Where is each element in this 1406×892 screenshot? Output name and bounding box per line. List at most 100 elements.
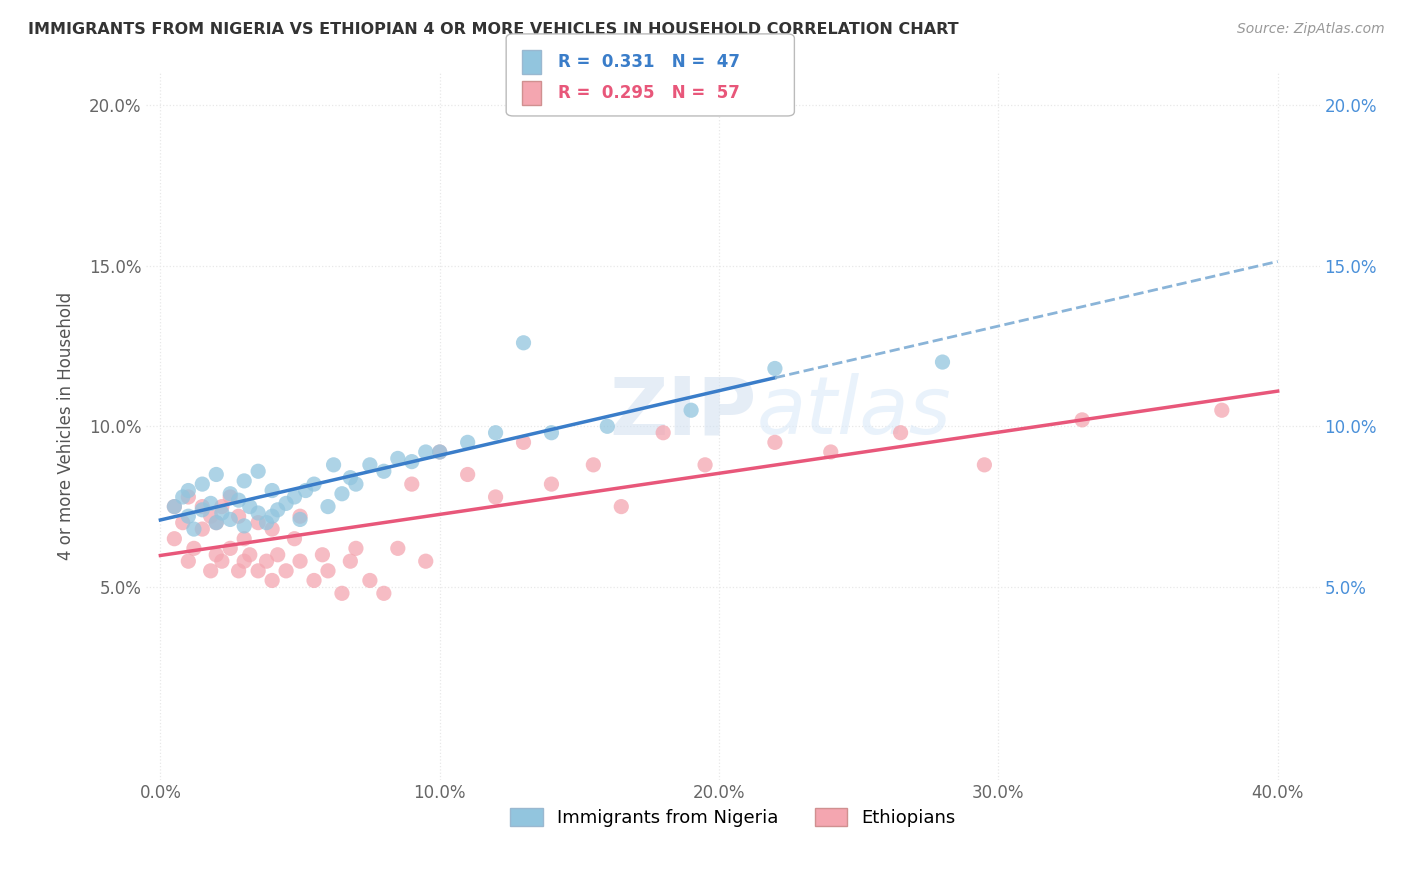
Point	[228, 509, 250, 524]
Text: ZIP: ZIP	[609, 373, 756, 451]
Point	[177, 509, 200, 524]
Point	[200, 564, 222, 578]
Point	[191, 500, 214, 514]
Point	[288, 512, 311, 526]
Point	[429, 445, 451, 459]
Point	[247, 516, 270, 530]
Point	[262, 522, 284, 536]
Point	[457, 467, 479, 482]
Point	[330, 487, 353, 501]
Point	[1071, 413, 1094, 427]
Point	[262, 483, 284, 498]
Point	[191, 503, 214, 517]
Point	[890, 425, 912, 440]
Point	[211, 554, 233, 568]
Point	[233, 554, 256, 568]
Point	[283, 490, 305, 504]
Point	[311, 548, 333, 562]
Text: R =  0.331   N =  47: R = 0.331 N = 47	[558, 53, 740, 70]
Point	[401, 455, 423, 469]
Point	[359, 574, 381, 588]
Point	[247, 564, 270, 578]
Point	[359, 458, 381, 472]
Point	[211, 506, 233, 520]
Point	[183, 522, 205, 536]
Point	[239, 548, 262, 562]
Point	[200, 496, 222, 510]
Point	[233, 519, 256, 533]
Point	[233, 474, 256, 488]
Point	[183, 541, 205, 556]
Point	[172, 490, 194, 504]
Point	[344, 541, 367, 556]
Point	[330, 586, 353, 600]
Point	[239, 500, 262, 514]
Point	[247, 506, 270, 520]
Point	[191, 522, 214, 536]
Point	[610, 500, 633, 514]
Point	[205, 516, 228, 530]
Point	[401, 477, 423, 491]
Point	[429, 445, 451, 459]
Point	[228, 493, 250, 508]
Point	[373, 464, 395, 478]
Point	[339, 554, 361, 568]
Point	[256, 516, 278, 530]
Point	[294, 483, 316, 498]
Point	[973, 458, 995, 472]
Point	[177, 483, 200, 498]
Point	[219, 487, 242, 501]
Point	[512, 435, 534, 450]
Point	[316, 564, 339, 578]
Point	[163, 532, 186, 546]
Point	[274, 564, 297, 578]
Point	[681, 403, 703, 417]
Text: IMMIGRANTS FROM NIGERIA VS ETHIOPIAN 4 OR MORE VEHICLES IN HOUSEHOLD CORRELATION: IMMIGRANTS FROM NIGERIA VS ETHIOPIAN 4 O…	[28, 22, 959, 37]
Point	[763, 435, 786, 450]
Point	[177, 490, 200, 504]
Point	[205, 516, 228, 530]
Point	[415, 445, 437, 459]
Point	[693, 458, 716, 472]
Point	[596, 419, 619, 434]
Point	[387, 541, 409, 556]
Point	[247, 464, 270, 478]
Point	[339, 471, 361, 485]
Point	[219, 490, 242, 504]
Point	[283, 532, 305, 546]
Point	[316, 500, 339, 514]
Point	[267, 548, 290, 562]
Point	[262, 574, 284, 588]
Point	[200, 509, 222, 524]
Point	[191, 477, 214, 491]
Point	[211, 500, 233, 514]
Point	[415, 554, 437, 568]
Legend: Immigrants from Nigeria, Ethiopians: Immigrants from Nigeria, Ethiopians	[503, 800, 963, 834]
Y-axis label: 4 or more Vehicles in Household: 4 or more Vehicles in Household	[58, 293, 75, 560]
Point	[387, 451, 409, 466]
Point	[484, 490, 506, 504]
Point	[205, 548, 228, 562]
Point	[302, 477, 325, 491]
Point	[763, 361, 786, 376]
Point	[267, 503, 290, 517]
Point	[322, 458, 344, 472]
Point	[274, 496, 297, 510]
Point	[344, 477, 367, 491]
Point	[302, 574, 325, 588]
Text: Source: ZipAtlas.com: Source: ZipAtlas.com	[1237, 22, 1385, 37]
Point	[219, 541, 242, 556]
Point	[228, 564, 250, 578]
Point	[205, 467, 228, 482]
Point	[163, 500, 186, 514]
Point	[288, 554, 311, 568]
Point	[163, 500, 186, 514]
Point	[931, 355, 953, 369]
Point	[172, 516, 194, 530]
Text: atlas: atlas	[756, 373, 952, 451]
Point	[219, 512, 242, 526]
Point	[262, 509, 284, 524]
Text: R =  0.295   N =  57: R = 0.295 N = 57	[558, 84, 740, 103]
Point	[484, 425, 506, 440]
Point	[652, 425, 675, 440]
